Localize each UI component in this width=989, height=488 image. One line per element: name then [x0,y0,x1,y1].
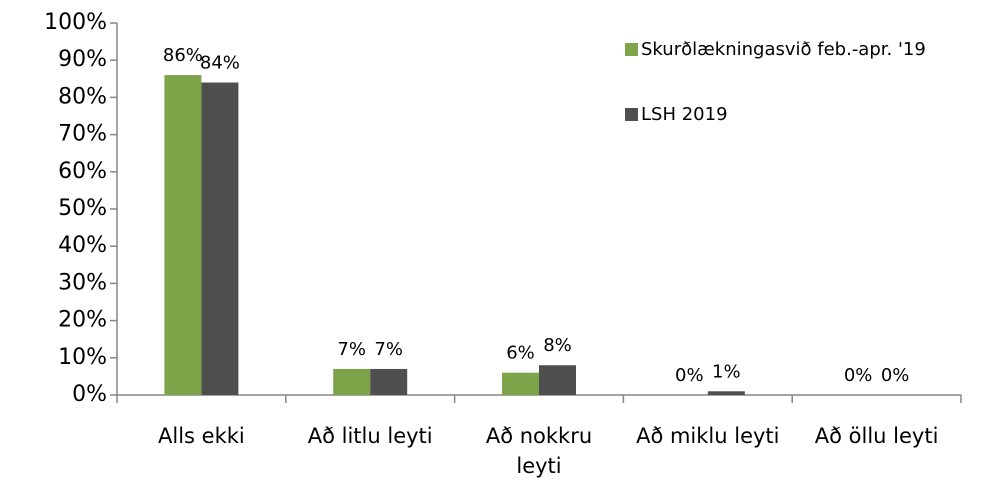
value-label: 0% [881,365,910,386]
y-tick-label: 0% [72,382,107,407]
bar [201,82,239,396]
legend-label: LSH 2019 [641,104,728,125]
value-label: 6% [506,343,535,364]
value-label: 0% [675,365,704,386]
y-tick-label: 90% [58,47,107,72]
legend-swatch [625,43,638,56]
x-tick-label: Að miklu leyti [636,424,780,448]
value-label: 86% [163,45,203,66]
bar [333,368,371,395]
y-tick-label: 100% [44,10,107,35]
bar [707,391,745,395]
y-tick-label: 60% [58,159,107,184]
y-tick-label: 50% [58,196,107,221]
value-label: 7% [374,339,403,360]
y-tick-label: 20% [58,308,107,333]
bar [539,365,576,395]
value-label: 0% [844,365,873,386]
value-label: 7% [337,339,366,360]
x-tick-label: Að öllu leyti [814,424,939,448]
y-tick-label: 40% [58,233,107,258]
legend-label: Skurðlækningasvið feb.-apr. '19 [641,39,926,60]
x-tick-label: Alls ekki [158,424,245,448]
value-label: 84% [200,53,240,74]
bar [164,75,202,395]
y-tick-label: 10% [58,345,107,370]
y-tick-label: 80% [58,84,107,109]
bar [502,372,539,395]
y-tick-label: 70% [58,122,107,147]
x-tick-label: Að nokkru leyti [485,424,593,478]
x-tick-label: Að litlu leyti [307,424,433,448]
value-label: 8% [543,335,572,356]
y-tick-label: 30% [58,270,107,295]
bar [370,368,408,395]
legend-swatch [625,108,638,121]
value-label: 1% [712,361,741,382]
